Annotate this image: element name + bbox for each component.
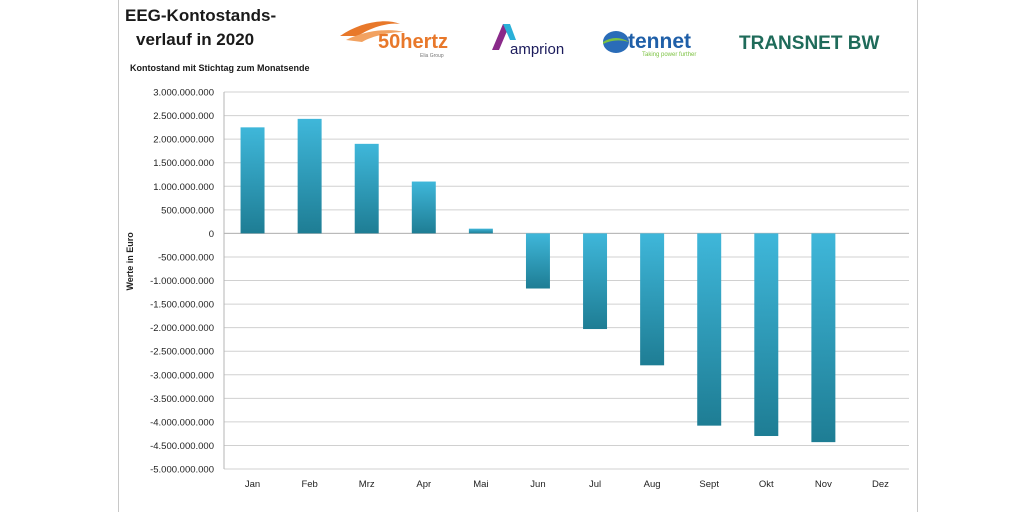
50hertz-swoosh-icon [340, 21, 400, 36]
bar-jun [525, 233, 550, 289]
bar-aug [640, 233, 665, 366]
chart-title-line-1: EEG-Kontostands- [125, 6, 277, 25]
x-tick-label: Jul [589, 479, 601, 490]
x-tick-label: Okt [759, 479, 774, 490]
transnet-bw-logo: TRANSNET BW [739, 33, 879, 54]
50hertz-logo-text: 50hertz [378, 31, 448, 53]
x-tick-label: Feb [301, 479, 317, 490]
bar-apr [411, 181, 436, 234]
x-tick-label: Mrz [359, 479, 375, 490]
y-axis-label: Werte in Euro [125, 232, 135, 291]
chart-subtitle: Kontostand mit Stichtag zum Monatsende [130, 63, 310, 73]
x-tick-label: Apr [416, 479, 431, 490]
50hertz-swoosh-icon-2 [346, 30, 404, 42]
50hertz-logo-subtext: Elia Group [420, 53, 444, 59]
x-axis-tick-labels: Jan Feb Mrz Apr Mai Jun Jul Aug Sept Okt Nov Dez [245, 479, 889, 490]
amprion-logo: amprion [492, 24, 564, 58]
x-tick-label: Aug [644, 479, 661, 490]
y-tick-label: -4.500.000.000 [150, 441, 214, 452]
y-tick-label: 2.000.000.000 [153, 135, 214, 146]
x-tick-label: Mai [473, 479, 488, 490]
tennet-logo: tennet Taking power further [603, 30, 696, 58]
bar-mrz [354, 143, 379, 234]
transnet-bw-logo-text: TRANSNET BW [739, 33, 879, 54]
tennet-logo-subtext: Taking power further [642, 52, 696, 58]
y-tick-label: -500.000.000 [158, 252, 214, 263]
x-tick-label: Jun [530, 479, 545, 490]
amprion-a-icon [492, 24, 510, 50]
y-tick-label: -5.000.000.000 [150, 465, 214, 476]
chart-title-line-2: verlauf in 2020 [136, 30, 255, 49]
y-tick-label: -1.000.000.000 [150, 276, 214, 287]
y-tick-label: -3.000.000.000 [150, 370, 214, 381]
bar-nov [811, 233, 836, 443]
tennet-globe-stripe-icon [603, 38, 629, 44]
grid-lines [223, 91, 909, 470]
tennet-logo-text: tennet [628, 30, 691, 53]
50hertz-logo: 50hertz Elia Group [340, 21, 448, 59]
y-tick-label: -1.500.000.000 [150, 300, 214, 311]
y-tick-label: -2.500.000.000 [150, 347, 214, 358]
bar-feb [297, 118, 322, 234]
bar-mai [468, 228, 493, 234]
bar-sept [697, 233, 722, 426]
y-tick-label: 1.500.000.000 [153, 158, 214, 169]
y-tick-label: 2.500.000.000 [153, 111, 214, 122]
amprion-a-icon-2 [503, 24, 516, 40]
y-tick-label: 500.000.000 [161, 205, 214, 216]
y-tick-label: -2.000.000.000 [150, 323, 214, 334]
x-tick-label: Sept [699, 479, 719, 490]
y-tick-label: -4.000.000.000 [150, 417, 214, 428]
x-tick-label: Dez [872, 479, 889, 490]
y-tick-label: -3.500.000.000 [150, 394, 214, 405]
amprion-logo-text: amprion [510, 41, 564, 58]
y-tick-label: 1.000.000.000 [153, 182, 214, 193]
bar-jul [583, 233, 608, 330]
chart-panel [118, 0, 918, 512]
bars [240, 118, 836, 443]
tennet-globe-icon [603, 31, 629, 53]
y-axis-tick-labels: 3.000.000.000 2.500.000.000 2.000.000.000 1… [150, 88, 214, 476]
bar-jan [240, 127, 265, 234]
x-tick-label: Jan [245, 479, 260, 490]
y-tick-label: 3.000.000.000 [153, 88, 214, 99]
x-tick-label: Nov [815, 479, 832, 490]
bar-okt [754, 233, 779, 437]
y-tick-label: 0 [209, 229, 214, 240]
